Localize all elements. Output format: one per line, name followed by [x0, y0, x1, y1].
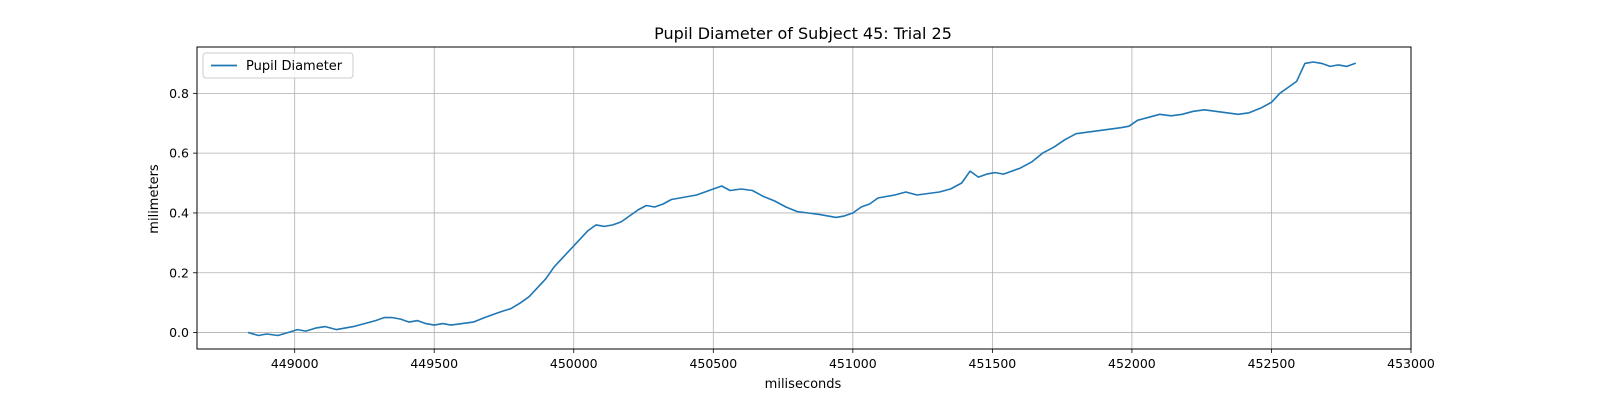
x-tick-label: 449000: [271, 356, 319, 371]
series-line-pupil-diameter: [247, 61, 1356, 337]
x-tick-label: 450500: [689, 356, 737, 371]
y-tick-label: 0.8: [169, 86, 189, 101]
x-tick-label: 453000: [1387, 356, 1435, 371]
y-axis: 0.0 0.2 0.4 0.6 0.8: [169, 86, 197, 340]
x-axis-label: miliseconds: [765, 377, 842, 392]
x-tick-label: 452000: [1108, 356, 1156, 371]
y-axis-label: milimeters: [147, 164, 162, 234]
x-tick-label: 451000: [829, 356, 877, 371]
x-tick-label: 451500: [969, 356, 1017, 371]
y-tick-label: 0.6: [169, 146, 189, 161]
chart-title: Pupil Diameter of Subject 45: Trial 25: [654, 24, 952, 43]
legend: Pupil Diameter: [202, 52, 354, 79]
series-layer: [247, 61, 1356, 337]
x-tick-label: 450000: [550, 356, 598, 371]
y-tick-label: 0.4: [169, 205, 189, 220]
x-tick-label: 449500: [410, 356, 458, 371]
legend-box: [202, 52, 354, 79]
y-tick-label: 0.0: [169, 325, 189, 340]
x-tick-label: 452500: [1248, 356, 1296, 371]
legend-label: Pupil Diameter: [246, 59, 343, 74]
plot-frame: [196, 46, 1412, 350]
x-axis: 449000 449500 450000 450500 451000 451500 4520…: [271, 349, 1435, 371]
y-tick-label: 0.2: [169, 265, 189, 280]
